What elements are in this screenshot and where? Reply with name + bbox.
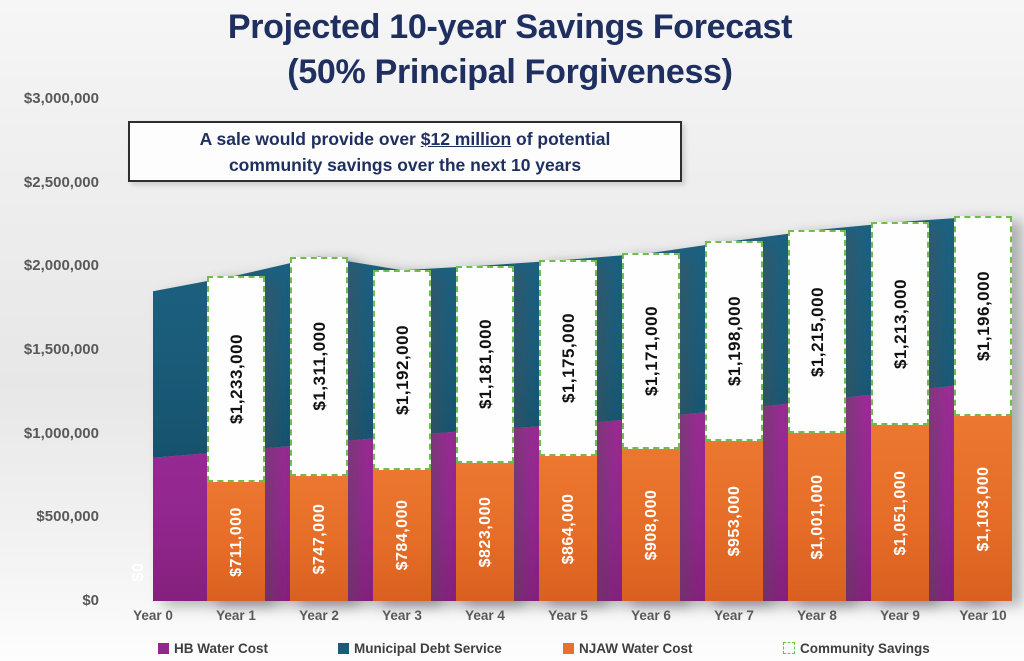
njaw-value-label: $747,000 xyxy=(311,503,328,574)
chart-title-line2: (50% Principal Forgiveness) xyxy=(287,53,733,91)
community-savings-box xyxy=(207,275,265,482)
callout-highlight: $12 million xyxy=(420,128,512,149)
legend-label: Community Savings xyxy=(800,640,930,656)
y-tick-label: $500,000 xyxy=(36,508,99,526)
x-tick-label: Year 8 xyxy=(797,608,837,623)
legend-item-njaw-water-cost: NJAW Water Cost xyxy=(563,640,693,656)
community-savings-value-label: $1,196,000 xyxy=(974,271,993,362)
njaw-value-label: $1,001,000 xyxy=(809,474,826,560)
x-tick-label: Year 9 xyxy=(880,608,920,623)
callout-line2: community savings over the next 10 years xyxy=(228,154,582,175)
community-savings-box xyxy=(954,216,1012,417)
community-savings-value-label: $1,198,000 xyxy=(725,296,744,387)
legend-swatch-icon xyxy=(563,642,574,654)
legend-label: HB Water Cost xyxy=(174,640,269,656)
community-savings-box xyxy=(788,230,846,434)
bar-column-year-7 xyxy=(705,240,763,601)
x-tick-label: Year 2 xyxy=(299,608,339,623)
community-savings-value-label: $1,213,000 xyxy=(891,278,910,369)
bar-column-year-9 xyxy=(871,222,929,601)
chart-title-line1: Projected 10-year Savings Forecast xyxy=(227,8,793,46)
y-tick-label: $3,000,000 xyxy=(23,89,99,107)
legend-label: Municipal Debt Service xyxy=(354,640,502,656)
njaw-value-label: $711,000 xyxy=(228,506,245,577)
bar-column-year-6 xyxy=(622,253,680,601)
bar-column-year-10 xyxy=(954,216,1012,601)
community-savings-box xyxy=(622,253,680,449)
x-tick-label: Year 4 xyxy=(465,608,505,623)
community-savings-value-label: $1,233,000 xyxy=(227,333,246,424)
community-savings-value-label: $1,181,000 xyxy=(476,319,495,410)
y-tick-label: $1,500,000 xyxy=(23,340,99,358)
y-tick-label: $2,000,000 xyxy=(23,257,99,275)
legend-swatch-icon xyxy=(783,642,795,654)
x-tick-label: Year 7 xyxy=(714,608,754,623)
njaw-water-cost-bar xyxy=(207,481,265,601)
njaw-value-label: $953,000 xyxy=(726,485,743,557)
njaw-water-cost-bar xyxy=(539,456,597,601)
njaw-water-cost-bar xyxy=(705,441,763,601)
legend-item-hb-water-cost: HB Water Cost xyxy=(158,640,268,656)
x-tick-label: Year 0 xyxy=(133,608,173,623)
community-savings-value-label: $1,311,000 xyxy=(310,321,329,411)
njaw-water-cost-bar xyxy=(373,469,431,601)
x-tick-label: Year 1 xyxy=(216,608,256,623)
community-savings-box xyxy=(456,265,514,464)
njaw-value-label: $823,000 xyxy=(477,496,494,568)
njaw-value-label: $1,051,000 xyxy=(892,470,909,556)
callout-line1: A sale would provide over $12 million of… xyxy=(199,128,611,149)
bar-column-year-1 xyxy=(207,275,265,601)
community-savings-value-label: $1,175,000 xyxy=(559,312,578,404)
legend-item-community-savings: Community Savings xyxy=(783,640,930,656)
legend-swatch-icon xyxy=(338,642,349,654)
bar-column-year-8 xyxy=(788,230,846,601)
njaw-value-label: $908,000 xyxy=(643,489,660,561)
legend-item-municipal-debt-service: Municipal Debt Service xyxy=(338,640,502,656)
legend-swatch-icon xyxy=(158,642,169,654)
njaw-water-cost-bar xyxy=(871,425,929,601)
njaw-water-cost-bar xyxy=(456,463,514,601)
callout-box: A sale would provide over $12 million of… xyxy=(128,121,682,182)
community-savings-value-label: $1,171,000 xyxy=(642,305,661,397)
njaw-water-cost-bar xyxy=(954,416,1012,601)
njaw-water-cost-bar xyxy=(622,449,680,601)
njaw-water-cost-bar xyxy=(788,433,846,601)
community-savings-box xyxy=(871,222,929,426)
x-tick-label: Year 10 xyxy=(959,608,1007,623)
bar-column-year-3 xyxy=(373,270,431,601)
njaw-value-label: $864,000 xyxy=(560,493,577,565)
community-savings-box xyxy=(290,256,348,476)
community-savings-value-label: $1,215,000 xyxy=(808,286,827,377)
x-tick-label: Year 6 xyxy=(631,608,671,623)
community-savings-box xyxy=(373,270,431,470)
legend-label: NJAW Water Cost xyxy=(579,640,693,656)
njaw-value-label: $1,103,000 xyxy=(975,466,992,552)
community-savings-value-label: $1,192,000 xyxy=(393,324,412,416)
x-tick-label: Year 5 xyxy=(548,608,588,623)
njaw-value-label: $784,000 xyxy=(394,500,411,571)
x-tick-label: Year 3 xyxy=(382,608,422,623)
y-tick-label: $1,000,000 xyxy=(23,424,99,442)
bar-column-year-4 xyxy=(456,265,514,601)
y-tick-label: $2,500,000 xyxy=(23,173,99,191)
y-tick-label: $0 xyxy=(82,592,99,609)
chart-title: Projected 10-year Savings Forecast (50% … xyxy=(0,5,1020,95)
community-savings-box xyxy=(539,259,597,457)
community-savings-box xyxy=(705,240,763,442)
bar-column-year-2 xyxy=(290,256,348,601)
njaw-water-cost-bar xyxy=(290,476,348,601)
bar-column-year-5 xyxy=(539,259,597,601)
